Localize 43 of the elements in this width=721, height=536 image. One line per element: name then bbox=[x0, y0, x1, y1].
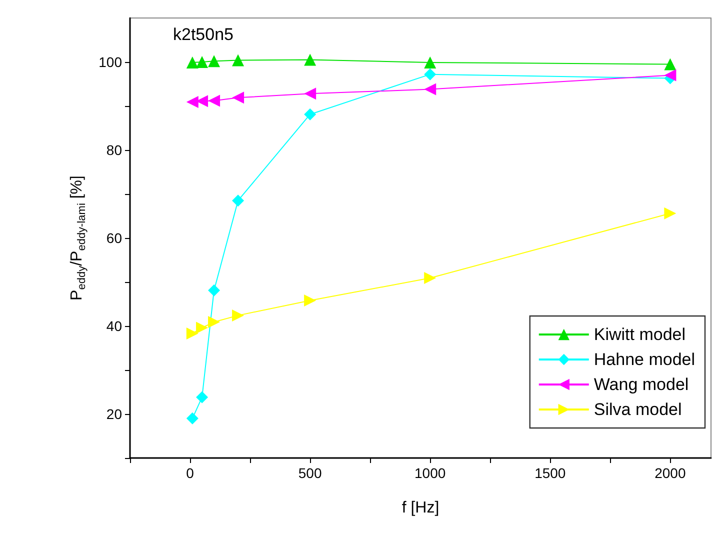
y-tick-label: 20 bbox=[106, 406, 122, 422]
x-tick-label: 500 bbox=[298, 465, 322, 481]
y-tick-label: 100 bbox=[98, 54, 122, 70]
point bbox=[232, 194, 244, 207]
point bbox=[304, 294, 316, 306]
y-tick-label: 40 bbox=[106, 318, 122, 334]
y-tick-label: 60 bbox=[106, 230, 122, 246]
point bbox=[196, 56, 208, 68]
point bbox=[196, 322, 208, 334]
x-axis-title: f [Hz] bbox=[402, 500, 440, 516]
point bbox=[304, 108, 316, 120]
point bbox=[186, 56, 198, 68]
x-tick-label: 1500 bbox=[534, 465, 566, 481]
y-axis-title: Peddy/Peddy-lami [%] bbox=[68, 176, 88, 300]
point bbox=[664, 69, 676, 82]
point bbox=[196, 391, 208, 404]
point bbox=[232, 309, 244, 322]
legend-label: Silva model bbox=[594, 400, 682, 419]
point bbox=[664, 207, 676, 220]
point bbox=[208, 316, 220, 328]
point bbox=[208, 94, 220, 107]
point bbox=[208, 284, 220, 296]
x-tick-label: 1000 bbox=[414, 465, 446, 481]
point bbox=[208, 55, 220, 68]
point bbox=[424, 272, 436, 284]
x-tick-label: 2000 bbox=[654, 465, 686, 481]
point bbox=[232, 54, 244, 66]
annotation: k2t50n5 bbox=[173, 25, 234, 44]
point bbox=[186, 327, 198, 340]
point bbox=[424, 56, 436, 68]
point bbox=[186, 412, 198, 424]
point bbox=[424, 83, 436, 96]
x-tick-label: 0 bbox=[186, 465, 194, 481]
point bbox=[232, 92, 244, 104]
point bbox=[664, 58, 676, 70]
point bbox=[304, 88, 316, 100]
legend-label: Hahne model bbox=[594, 350, 696, 369]
point bbox=[186, 96, 198, 108]
legend-label: Kiwitt model bbox=[594, 325, 686, 344]
legend-label: Wang model bbox=[594, 375, 689, 394]
point bbox=[424, 68, 436, 80]
y-tick-label: 80 bbox=[106, 142, 122, 158]
point bbox=[304, 54, 316, 66]
